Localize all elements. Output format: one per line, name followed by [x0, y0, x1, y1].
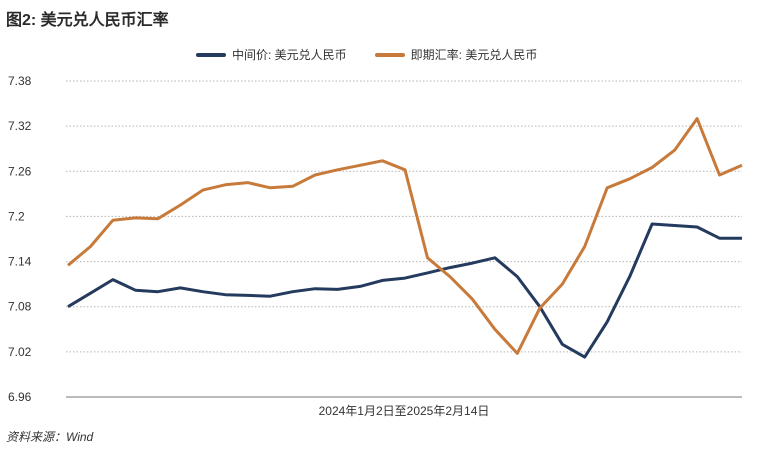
- grid-layer: [66, 80, 742, 398]
- legend-label-spot: 即期汇率: 美元兑人民币: [410, 48, 538, 62]
- legend-swatch-spot: [374, 52, 405, 57]
- y-tick-label: 7.14: [8, 255, 32, 269]
- y-tick-label: 7.08: [8, 300, 32, 314]
- y-tick-label: 7.02: [8, 345, 32, 359]
- y-tick-label: 7.26: [8, 164, 32, 178]
- series-line-midrate: [67, 222, 742, 359]
- legend-item-spot: 即期汇率: 美元兑人民币: [374, 46, 538, 63]
- y-tick-label: 7.2: [8, 209, 25, 223]
- source-note: 资料来源：Wind: [6, 430, 94, 444]
- series-line-spot: [67, 117, 743, 355]
- series-layer: [67, 117, 743, 359]
- legend-swatch-midrate: [196, 52, 226, 57]
- y-axis-ticks: 7.38 7.32 7.26 7.2 7.14 7.08 7.02 6.96: [8, 74, 32, 404]
- legend-label-midrate: 中间价: 美元兑人民币: [232, 48, 347, 62]
- legend: 中间价: 美元兑人民币 即期汇率: 美元兑人民币: [196, 46, 537, 63]
- y-tick-label: 6.96: [8, 390, 32, 404]
- y-tick-label: 7.32: [8, 119, 32, 133]
- legend-item-midrate: 中间价: 美元兑人民币: [196, 46, 347, 63]
- x-axis-label: 2024年1月2日至2025年2月14日: [319, 404, 490, 418]
- chart-title: 图2: 美元兑人民币汇率: [6, 12, 169, 29]
- y-tick-label: 7.38: [8, 74, 32, 88]
